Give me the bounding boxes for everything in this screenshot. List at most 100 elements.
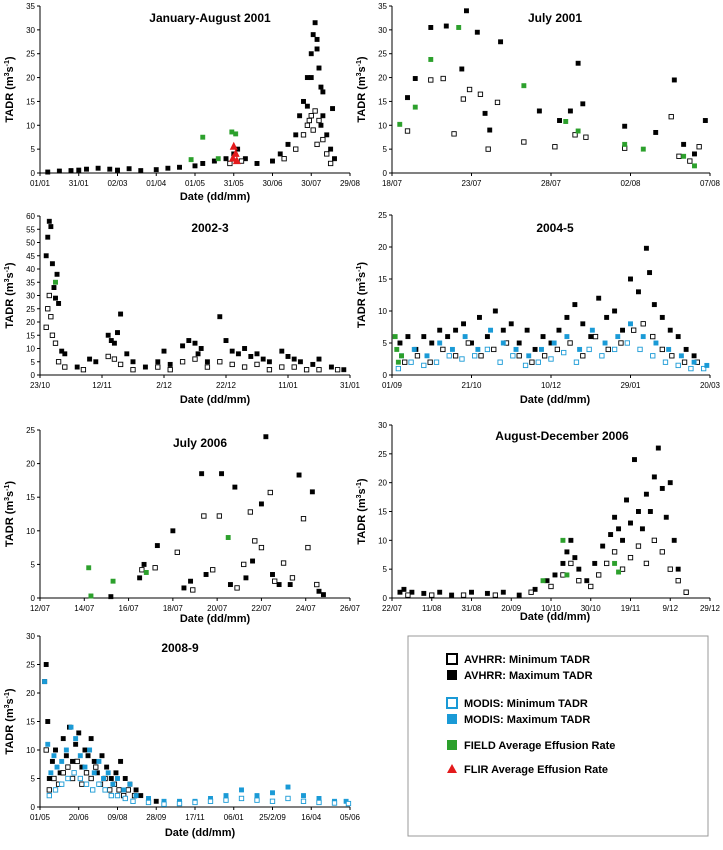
data-point-avhrr-max	[254, 161, 260, 166]
data-point-avhrr-min	[683, 589, 689, 595]
data-point-modis-min	[192, 799, 198, 806]
data-point-field	[456, 25, 462, 30]
data-point-modis-max	[615, 334, 621, 340]
data-point-avhrr-max	[270, 158, 275, 164]
x-tick-label: 19/11	[621, 604, 641, 613]
data-point-field	[86, 565, 92, 571]
data-point-modis-max	[59, 758, 65, 764]
data-point-avhrr-max	[628, 520, 633, 526]
data-point-avhrr-max	[449, 592, 455, 598]
data-point-modis-min	[65, 775, 71, 782]
data-point-modis-max	[270, 790, 275, 796]
data-point-avhrr-max	[667, 480, 673, 486]
data-point-avhrr-max	[48, 224, 54, 230]
data-point-avhrr-min	[567, 340, 573, 346]
data-point-avhrr-max	[328, 146, 334, 152]
y-axis-label: TADR (m3s-1)	[356, 262, 368, 329]
data-point-avhrr-max	[108, 776, 114, 781]
x-axis-label: Date (dd/mm)	[165, 827, 236, 839]
x-tick-label: 28/07	[541, 179, 562, 188]
data-point-modis-max	[73, 736, 79, 742]
data-point-field	[575, 128, 581, 134]
data-point-avhrr-min	[440, 75, 446, 82]
data-point-avhrr-max	[279, 348, 285, 354]
data-point-avhrr-max	[45, 169, 51, 175]
data-point-modis-min	[421, 362, 427, 369]
data-point-modis-max	[68, 724, 74, 730]
data-point-avhrr-max	[474, 29, 480, 35]
y-tick-label: 30	[378, 421, 387, 430]
y-tick-label: 25	[26, 661, 35, 670]
data-point-avhrr-max	[639, 526, 645, 532]
data-point-field	[53, 279, 58, 285]
data-point-avhrr-max	[484, 590, 490, 596]
data-point-avhrr-max	[87, 356, 93, 362]
data-point-avhrr-min	[529, 359, 535, 365]
data-point-avhrr-max	[620, 327, 625, 333]
data-point-avhrr-max	[46, 218, 52, 224]
data-point-avhrr-min	[440, 346, 446, 353]
x-tick-label: 9/12	[662, 604, 678, 613]
data-point-avhrr-max	[492, 308, 498, 314]
data-point-avhrr-min	[107, 787, 113, 793]
data-point-avhrr-max	[612, 514, 618, 520]
data-point-avhrr-min	[576, 578, 582, 584]
data-point-modis-min	[675, 362, 681, 369]
data-point-avhrr-max	[118, 311, 124, 317]
x-tick-label: 29/12	[700, 604, 721, 613]
data-point-modis-min	[522, 362, 529, 369]
data-point-field	[563, 119, 569, 124]
data-point-avhrr-min	[252, 538, 258, 544]
data-point-avhrr-min	[605, 346, 611, 353]
data-point-avhrr-max	[500, 589, 506, 595]
chart-panel-3: 0 5 10 15 20 25 30 35 40 45 50 55 60 23/10 12/11 2/12 22…	[4, 212, 361, 406]
y-tick-label: 20	[26, 74, 35, 83]
x-tick-label: 20/03	[700, 381, 721, 390]
legend-marker-filled	[447, 670, 457, 680]
data-point-avhrr-max	[596, 295, 602, 301]
data-point-avhrr-max	[118, 758, 124, 764]
data-point-avhrr-max	[203, 572, 209, 577]
data-point-avhrr-max	[405, 95, 410, 101]
data-point-avhrr-min	[258, 544, 265, 551]
data-point-modis-max	[526, 353, 532, 359]
data-point-avhrr-max	[104, 764, 110, 770]
data-point-avhrr-max	[293, 132, 299, 138]
data-point-avhrr-min	[210, 567, 216, 573]
data-point-avhrr-max	[524, 327, 530, 333]
data-point-avhrr-min	[428, 77, 434, 83]
data-point-flir	[229, 141, 238, 150]
data-point-flir	[228, 153, 237, 162]
y-tick-label: 40	[26, 265, 35, 274]
data-point-modis-min	[130, 798, 136, 804]
data-point-field	[640, 146, 646, 152]
data-point-avhrr-max	[154, 543, 160, 549]
data-point-avhrr-max	[309, 489, 315, 495]
data-point-avhrr-min	[62, 364, 68, 370]
legend-label: AVHRR: Minimum TADR	[464, 654, 590, 666]
data-point-avhrr-min	[152, 565, 158, 571]
x-tick-label: 01/01	[30, 179, 51, 188]
y-tick-label: 0	[31, 169, 36, 178]
data-point-avhrr-min	[267, 489, 273, 496]
x-tick-label: 28/09	[146, 813, 167, 822]
data-point-avhrr-max	[188, 578, 194, 584]
data-point-avhrr-min	[477, 91, 484, 97]
data-point-avhrr-min	[83, 770, 90, 776]
data-point-avhrr-min	[190, 587, 196, 593]
x-tick-label: 02/08	[620, 179, 641, 188]
data-point-avhrr-max	[667, 327, 673, 333]
data-point-avhrr-max	[180, 343, 186, 349]
data-point-flir	[231, 148, 240, 157]
data-point-field	[397, 121, 403, 127]
data-point-avhrr-max	[95, 165, 101, 171]
data-point-avhrr-min	[241, 561, 247, 568]
chart-panel-5: 0 5 10 15 20 25 12/07 14/07 16/07 18/07 20/07 22/07…	[4, 426, 361, 625]
data-point-avhrr-max	[498, 39, 504, 45]
data-point-avhrr-max	[580, 321, 586, 327]
data-point-avhrr-min	[272, 578, 278, 584]
x-axis-label: Date (dd/mm)	[180, 613, 251, 625]
data-point-avhrr-max	[681, 141, 687, 147]
x-tick-label: 20/09	[501, 604, 522, 613]
data-point-avhrr-min	[414, 353, 421, 359]
